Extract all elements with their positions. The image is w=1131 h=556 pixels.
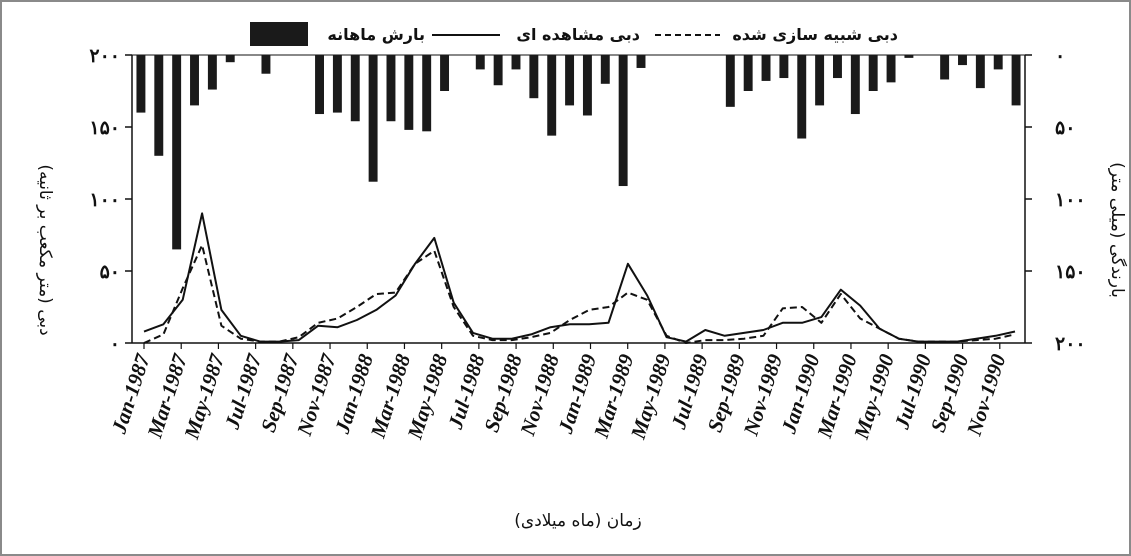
rainfall-bar — [136, 55, 146, 113]
rainfall-bar — [565, 55, 575, 106]
y-left-tick-label: ۱۵۰ — [89, 117, 120, 139]
rainfall-bar — [511, 55, 521, 70]
rainfall-bar — [207, 55, 217, 90]
rainfall-bar — [975, 55, 985, 89]
rainfall-bar — [1011, 55, 1021, 106]
x-axis-title: زمان (ماه میلادی) — [514, 511, 642, 531]
rainfall-bar — [958, 55, 967, 66]
rainfall-bar — [940, 55, 950, 80]
rainfall-bar — [440, 55, 450, 91]
legend-observed-label: دبی مشاهده ای — [516, 25, 640, 44]
legend-bar-label: بارش ماهانه — [327, 25, 425, 44]
rainfall-bar — [493, 55, 503, 86]
rainfall-bar — [868, 55, 878, 91]
rainfall-bar — [761, 55, 771, 81]
rainfall-bar — [475, 55, 485, 70]
rainfall-bar — [636, 55, 646, 68]
simulated-discharge-line — [143, 244, 1016, 344]
y-left-tick-label: ۰ — [110, 333, 120, 355]
rainfall-bar — [422, 55, 432, 132]
rainfall-bars — [136, 55, 1021, 250]
discharge-lines — [143, 212, 1016, 344]
rainfall-bar — [172, 55, 182, 250]
rainfall-bar — [725, 55, 735, 107]
rainfall-bar — [833, 55, 842, 79]
y-right-tick-label: ۵۰ — [1055, 117, 1075, 139]
x-axis-ticks: Jan-1987Mar-1987May-1987Jul-1987Sep-1987… — [106, 343, 1011, 443]
rainfall-bar — [743, 55, 753, 91]
rainfall-bar — [904, 55, 914, 58]
rainfall-bar — [618, 55, 628, 187]
rainfall-bar — [225, 55, 235, 63]
rainfall-bar — [315, 55, 324, 115]
rainfall-bar — [797, 55, 807, 139]
rainfall-bar — [582, 55, 592, 116]
rainfall-bar — [261, 55, 271, 74]
legend-bar-swatch — [250, 22, 308, 46]
y-right-tick-label: ۱۰۰ — [1055, 189, 1086, 211]
rainfall-bar — [815, 55, 825, 106]
observed-discharge-line — [143, 212, 1016, 343]
legend-simulated-label: دبی شبیه سازی شده — [732, 25, 898, 44]
rainfall-bar — [600, 55, 610, 84]
y-right-tick-label: ۱۵۰ — [1055, 261, 1086, 283]
rainfall-bar — [154, 55, 164, 156]
y-right-tick-label: ۲۰۰ — [1055, 333, 1086, 355]
plot-area — [131, 54, 1026, 344]
y-axis-left-ticks: ۰ ۵۰ ۱۰۰ ۱۵۰ ۲۰۰ — [89, 45, 132, 355]
y-axis-right-ticks: ۰ ۵۰ ۱۰۰ ۱۵۰ ۲۰۰ — [1025, 45, 1086, 355]
rainfall-bar — [386, 55, 396, 122]
y-axis-left-title: دبی (متر مکعب بر ثانیه) — [35, 164, 55, 335]
rainfall-bar — [350, 55, 360, 122]
rainfall-bar — [404, 55, 414, 130]
rainfall-bar — [850, 55, 860, 115]
rainfall-bar — [332, 55, 342, 113]
rainfall-bar — [779, 55, 789, 79]
rainfall-bar — [993, 55, 1003, 70]
rainfall-bar — [547, 55, 557, 136]
y-left-tick-label: ۱۰۰ — [89, 189, 120, 211]
y-left-tick-label: ۲۰۰ — [89, 45, 120, 67]
legend: بارش ماهانه دبی مشاهده ای دبی شبیه سازی … — [250, 22, 898, 46]
y-left-tick-label: ۵۰ — [100, 261, 120, 283]
rainfall-bar — [529, 55, 539, 99]
rainfall-bar — [886, 55, 896, 83]
y-right-tick-label: ۰ — [1055, 45, 1065, 67]
rainfall-bar — [368, 55, 378, 182]
rainfall-bar — [190, 55, 199, 106]
y-axis-right-title: بارندگی (میلی متر) — [1107, 162, 1128, 298]
